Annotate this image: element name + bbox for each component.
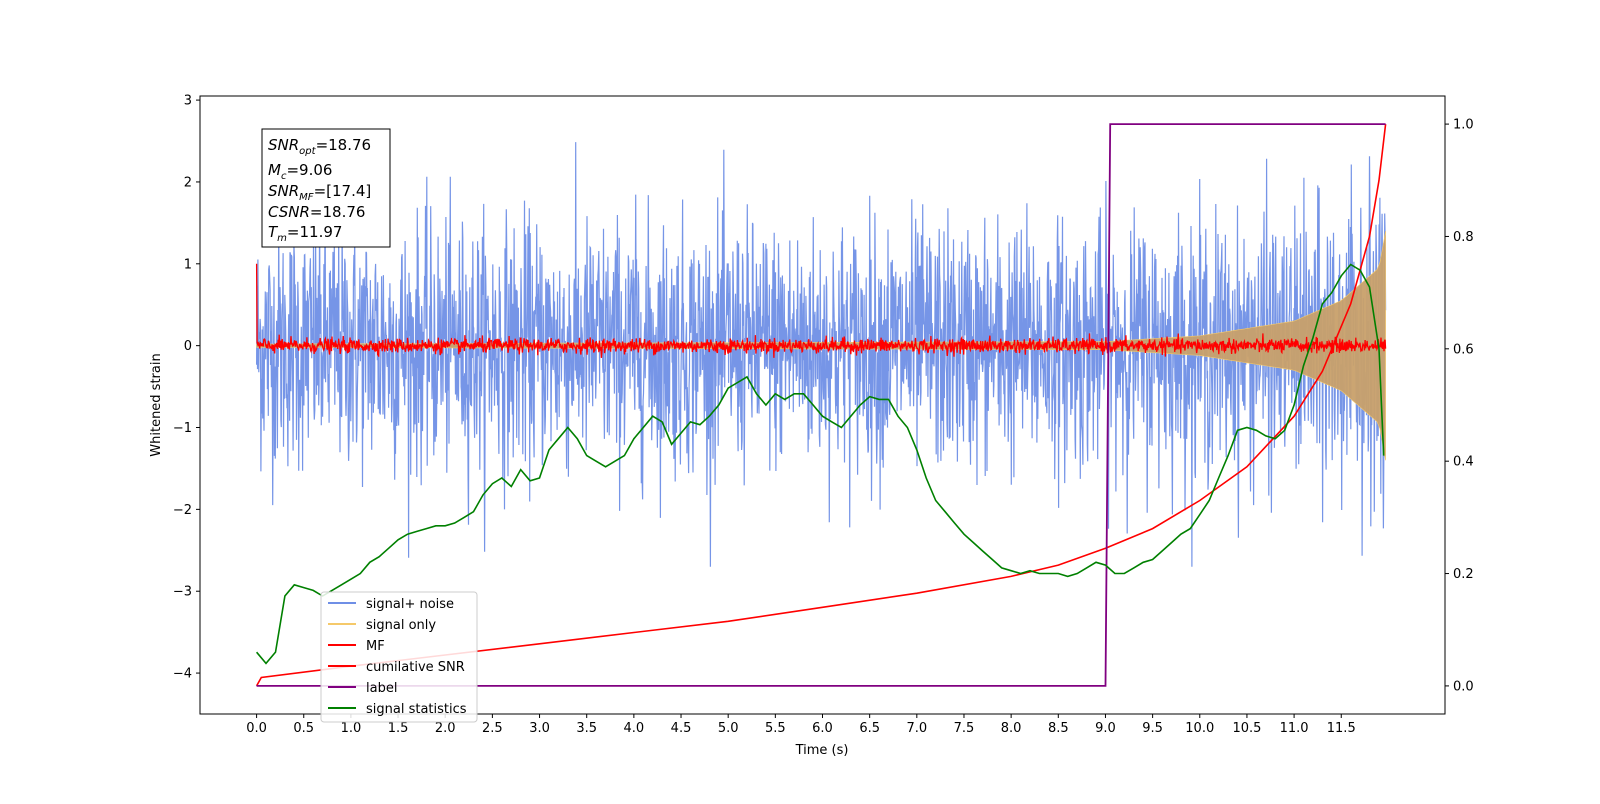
x-tick-label: 11.5 bbox=[1327, 721, 1356, 736]
legend: signal+ noise signal only MF cumilative … bbox=[320, 591, 478, 723]
y-tick-label: 2 bbox=[184, 175, 192, 190]
x-tick-label: 9.5 bbox=[1142, 721, 1163, 736]
x-tick-label: 8.0 bbox=[1001, 721, 1022, 736]
x-tick-label: 1.5 bbox=[388, 721, 409, 736]
legend-label-signal-only: signal only bbox=[366, 618, 436, 633]
legend-label-mf: MF bbox=[366, 639, 385, 654]
y-tick-label: 0 bbox=[184, 339, 192, 354]
y2-tick-label: 0.2 bbox=[1453, 567, 1474, 582]
x-tick-label: 2.5 bbox=[482, 721, 503, 736]
legend-box bbox=[320, 591, 478, 723]
annot-snr-opt: SNRopt=18.76 bbox=[268, 136, 371, 157]
legend-label-signal-statistics: signal statistics bbox=[366, 702, 467, 717]
plot-area bbox=[255, 123, 1387, 687]
y-tick-label: −4 bbox=[173, 667, 192, 682]
x-tick-label: 7.5 bbox=[954, 721, 975, 736]
x-tick-label: 0.0 bbox=[246, 721, 267, 736]
x-tick-label: 9.0 bbox=[1095, 721, 1116, 736]
y-axis-label: Whitened strain bbox=[149, 353, 164, 456]
y-tick-label: −1 bbox=[173, 421, 192, 436]
series-signal-statistics bbox=[255, 263, 1385, 665]
annot-mc: Mc=9.06 bbox=[268, 161, 332, 182]
x-axis-label: Time (s) bbox=[795, 743, 849, 758]
x-tick-label: 3.5 bbox=[576, 721, 597, 736]
annot-tm: Tm=11.97 bbox=[268, 223, 342, 244]
x-tick-label: 10.5 bbox=[1232, 721, 1261, 736]
x-tick-label: 7.0 bbox=[906, 721, 927, 736]
x-tick-label: 4.0 bbox=[624, 721, 645, 736]
series-mf bbox=[255, 263, 1387, 358]
annot-csnr: CSNR=18.76 bbox=[268, 203, 365, 221]
x-tick-label: 0.5 bbox=[293, 721, 314, 736]
series-label bbox=[256, 123, 1386, 687]
axis-ticks: 0.0 0.5 1.0 1.5 2.0 2.5 3.0 3.5 4.0 4.5 5.0 5.5 6.0 6… bbox=[173, 94, 1474, 736]
legend-label-signal-noise: signal+ noise bbox=[366, 597, 454, 612]
y-tick-label: −2 bbox=[173, 503, 192, 518]
x-tick-label: 1.0 bbox=[341, 721, 362, 736]
x-tick-label: 5.0 bbox=[718, 721, 739, 736]
y2-tick-label: 0.4 bbox=[1453, 455, 1474, 470]
legend-label-label: label bbox=[366, 681, 397, 696]
x-tick-label: 10.0 bbox=[1185, 721, 1214, 736]
x-tick-label: 2.0 bbox=[435, 721, 456, 736]
y2-tick-label: 0.8 bbox=[1453, 230, 1474, 245]
y2-tick-label: 0.6 bbox=[1453, 342, 1474, 357]
annotation-box: SNRopt=18.76 Mc=9.06 SNRMF=[17.4] CSNR=1… bbox=[261, 128, 391, 248]
legend-label-cumulative-snr: cumilative SNR bbox=[366, 660, 465, 675]
x-tick-label: 11.0 bbox=[1280, 721, 1309, 736]
y-tick-label: 1 bbox=[184, 257, 192, 272]
series-signal-noise bbox=[256, 142, 1387, 567]
y2-tick-label: 0.0 bbox=[1453, 679, 1474, 694]
x-tick-label: 6.5 bbox=[859, 721, 880, 736]
x-tick-label: 6.0 bbox=[812, 721, 833, 736]
y-tick-label: 3 bbox=[184, 94, 192, 109]
y-tick-label: −3 bbox=[173, 585, 192, 600]
y2-tick-label: 1.0 bbox=[1453, 118, 1474, 133]
x-tick-label: 4.5 bbox=[671, 721, 692, 736]
x-tick-label: 5.5 bbox=[765, 721, 786, 736]
x-tick-label: 3.0 bbox=[529, 721, 550, 736]
x-tick-label: 8.5 bbox=[1048, 721, 1069, 736]
annot-snr-mf: SNRMF=[17.4] bbox=[268, 182, 371, 203]
